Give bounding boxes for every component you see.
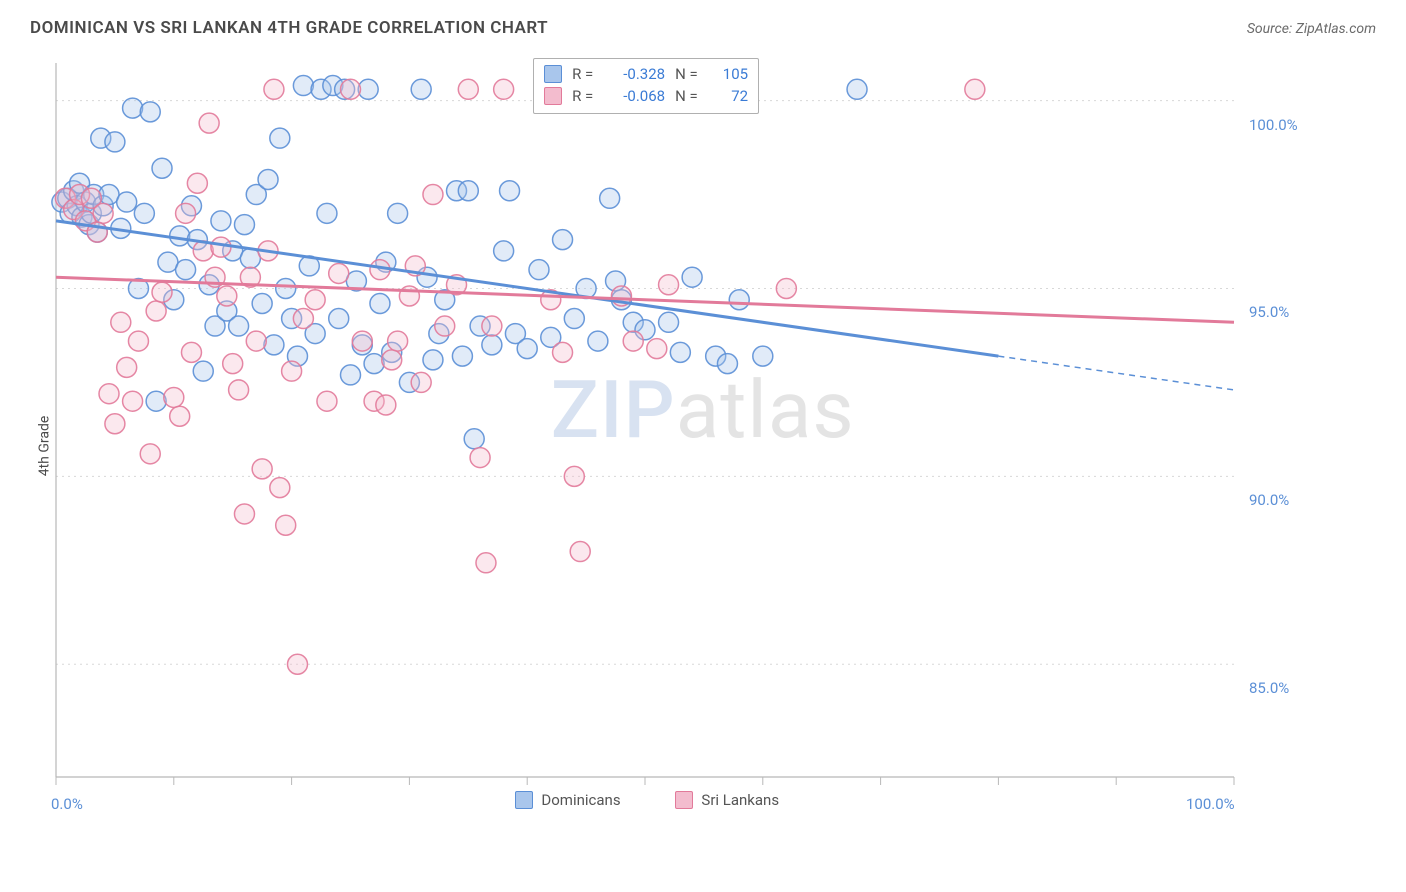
x-tick-label: 100.0% <box>1186 795 1235 813</box>
x-tick-label: 0.0% <box>51 795 83 813</box>
stats-r-label: R = <box>572 65 600 83</box>
plot-container: 85.0% 90.0% 95.0% 100.0% 0.0% 100.0% Dominican… <box>54 55 1319 825</box>
y-tick-label: 100.0% <box>1249 116 1298 134</box>
stats-r-value: -0.328 <box>610 65 665 83</box>
stats-row: R = -0.068 N = 72 <box>544 85 748 107</box>
legend-item: Sri Lankans <box>675 791 779 809</box>
stats-r-label: R = <box>572 87 600 105</box>
y-tick-label: 90.0% <box>1249 491 1289 509</box>
stats-n-value: 72 <box>713 87 748 105</box>
title-row: DOMINICAN VS SRI LANKAN 4TH GRADE CORREL… <box>0 0 1406 46</box>
y-tick-label: 85.0% <box>1249 679 1289 697</box>
scatter-plot <box>54 55 1319 825</box>
legend-label: Sri Lankans <box>701 791 779 809</box>
stats-swatch <box>544 65 562 83</box>
stats-legend: R = -0.328 N = 105 R = -0.068 N = 72 <box>533 58 759 114</box>
stats-r-value: -0.068 <box>610 87 665 105</box>
y-tick-label: 95.0% <box>1249 303 1289 321</box>
legend-swatch <box>675 791 693 809</box>
stats-swatch <box>544 87 562 105</box>
stats-row: R = -0.328 N = 105 <box>544 63 748 85</box>
legend-label: Dominicans <box>541 791 620 809</box>
y-axis-label: 4th Grade <box>36 416 52 477</box>
stats-n-value: 105 <box>713 65 748 83</box>
source-label: Source: ZipAtlas.com <box>1247 21 1376 37</box>
stats-n-label: N = <box>675 87 703 105</box>
legend-item: Dominicans <box>515 791 620 809</box>
legend-swatch <box>515 791 533 809</box>
chart-title: DOMINICAN VS SRI LANKAN 4TH GRADE CORREL… <box>30 18 548 38</box>
stats-n-label: N = <box>675 65 703 83</box>
